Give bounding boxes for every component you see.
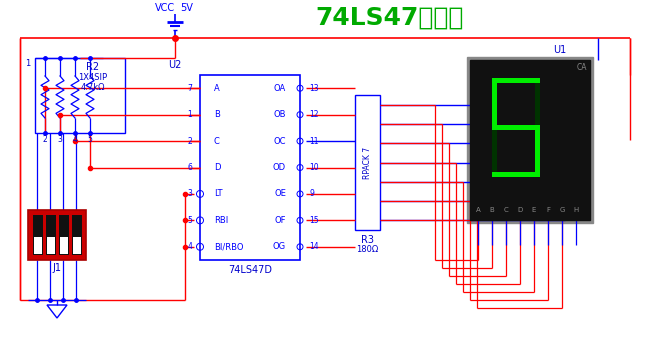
Text: 3: 3: [58, 134, 63, 143]
Bar: [535, 83, 540, 125]
Text: C: C: [214, 137, 220, 145]
Text: B: B: [490, 207, 494, 213]
Text: 74LS47译码器: 74LS47译码器: [316, 6, 464, 30]
Bar: [35, 58, 125, 133]
Text: H: H: [573, 207, 578, 213]
Bar: [60, 237, 68, 254]
Bar: [34, 237, 42, 254]
Bar: [492, 78, 540, 83]
Text: 4: 4: [187, 242, 192, 251]
Text: 15: 15: [309, 216, 318, 225]
Text: 1: 1: [25, 59, 30, 68]
Text: 180Ω: 180Ω: [356, 246, 378, 255]
Text: 7: 7: [187, 84, 192, 93]
Text: 2: 2: [43, 134, 47, 143]
Bar: [200, 75, 300, 260]
Bar: [355, 95, 380, 230]
Text: OD: OD: [273, 163, 286, 172]
Text: R3: R3: [361, 235, 374, 245]
Text: 1: 1: [187, 110, 192, 119]
Bar: [33, 215, 43, 255]
Text: OB: OB: [274, 110, 286, 119]
Text: 9: 9: [309, 189, 314, 199]
Text: LT: LT: [214, 189, 223, 199]
Bar: [59, 215, 69, 255]
Text: 5: 5: [87, 134, 93, 143]
Text: 2: 2: [187, 137, 192, 145]
Text: B: B: [214, 110, 220, 119]
Bar: [28, 210, 86, 260]
Text: RPACK 7: RPACK 7: [363, 146, 372, 179]
Text: 12: 12: [309, 110, 318, 119]
Text: U2: U2: [168, 60, 182, 70]
Text: 74LS47D: 74LS47D: [228, 265, 272, 275]
Text: OF: OF: [274, 216, 286, 225]
Text: E: E: [532, 207, 536, 213]
Bar: [492, 125, 540, 130]
Bar: [535, 130, 540, 172]
Text: 6: 6: [187, 163, 192, 172]
Text: RBI: RBI: [214, 216, 228, 225]
Bar: [467, 57, 593, 223]
Bar: [492, 172, 540, 177]
Bar: [470, 60, 590, 220]
Text: OG: OG: [273, 242, 286, 251]
Text: 13: 13: [309, 84, 318, 93]
Text: D: D: [214, 163, 221, 172]
Bar: [492, 83, 497, 125]
Text: 11: 11: [309, 137, 318, 145]
Text: BI/RBO: BI/RBO: [214, 242, 243, 251]
Bar: [46, 215, 56, 255]
Text: 3: 3: [187, 189, 192, 199]
Bar: [492, 130, 497, 172]
Text: 5V: 5V: [181, 3, 193, 13]
Text: D: D: [518, 207, 523, 213]
Bar: [73, 237, 81, 254]
Text: 14: 14: [309, 242, 318, 251]
Text: A: A: [214, 84, 220, 93]
Text: 10: 10: [309, 163, 318, 172]
Text: J1: J1: [52, 263, 61, 273]
Bar: [47, 237, 55, 254]
Text: 1X4SIP: 1X4SIP: [78, 72, 107, 82]
Text: OC: OC: [274, 137, 286, 145]
Text: R2: R2: [87, 62, 100, 72]
Text: F: F: [546, 207, 550, 213]
Text: U1: U1: [553, 45, 567, 55]
Bar: [72, 215, 82, 255]
Text: CA: CA: [576, 63, 587, 72]
Text: A: A: [476, 207, 480, 213]
Text: G: G: [559, 207, 565, 213]
Text: OE: OE: [274, 189, 286, 199]
Text: C: C: [503, 207, 509, 213]
Text: 4.7kΩ: 4.7kΩ: [81, 83, 105, 92]
Text: 4: 4: [72, 134, 78, 143]
Text: VCC: VCC: [155, 3, 175, 13]
Text: 5: 5: [187, 216, 192, 225]
Text: OA: OA: [274, 84, 286, 93]
